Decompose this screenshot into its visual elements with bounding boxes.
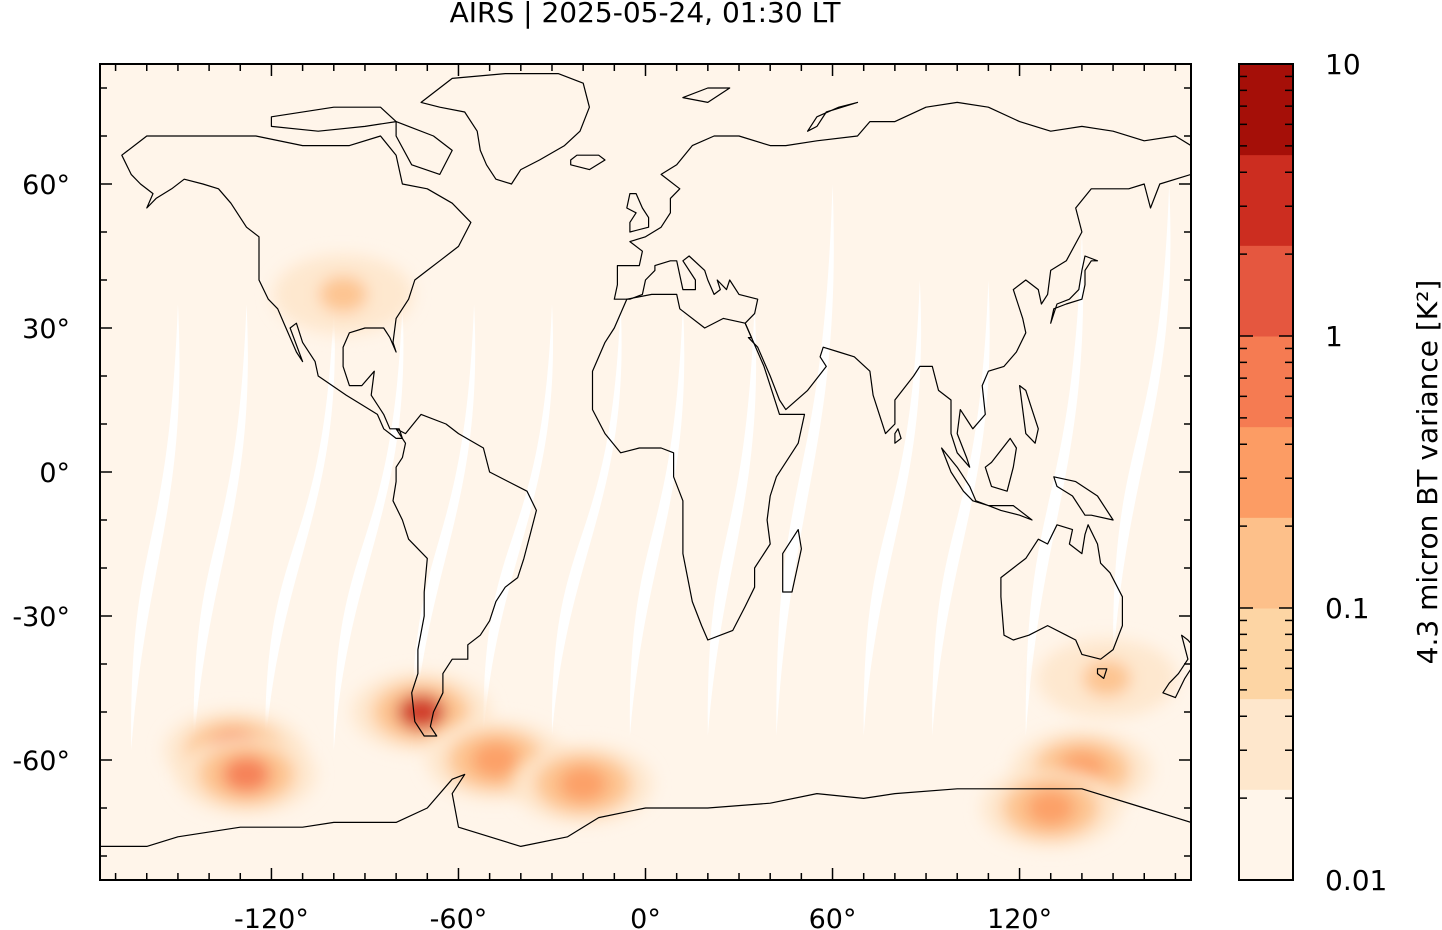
coastline-sri-lanka <box>894 428 902 444</box>
coastlines <box>100 73 1191 847</box>
coastline-new-zealand <box>1162 634 1191 699</box>
coastline-new-guinea <box>1053 476 1114 521</box>
coastline-australia <box>1000 524 1123 660</box>
coastline-south-america <box>392 413 537 737</box>
colorbar-tick-label-0: 10 <box>1325 48 1361 81</box>
colorbar-band-1 <box>1239 698 1293 790</box>
hotspot-8 <box>1036 638 1177 719</box>
coastline-philippines <box>1019 385 1039 444</box>
colorbar-band-8 <box>1239 64 1293 156</box>
swath-gap-2 <box>265 304 335 751</box>
coastline-svalbard <box>682 87 731 103</box>
swath-gap-7 <box>629 304 685 736</box>
x-tick-label-4: 120° <box>987 904 1052 930</box>
swath-gap-8 <box>707 304 757 736</box>
coastline-novaya-zemlya <box>807 101 859 132</box>
coastline-antarctica <box>100 773 1191 847</box>
swath-gap-3 <box>333 304 404 751</box>
swath-gap-11 <box>932 280 990 736</box>
hotspot-6 <box>980 768 1121 848</box>
colorbar-band-0 <box>1239 789 1293 881</box>
map-ticks: -120° -60° 0° 60° 120° 60° 30° 0° -30° -60° <box>12 64 1191 930</box>
hotspot-2 <box>176 734 317 815</box>
hotspot-4 <box>513 744 654 824</box>
map-plot-area: -120° -60° 0° 60° 120° 60° 30° 0° -30° -60° <box>12 63 1192 930</box>
x-tick-label-0: -120° <box>234 904 309 930</box>
coastline-tasmania <box>1096 668 1108 679</box>
colorbar-frame <box>1238 63 1294 881</box>
x-tick-label-2: 0° <box>630 904 661 930</box>
coastline-indonesia <box>941 447 1033 521</box>
y-tick-label-2: 0° <box>39 458 70 489</box>
swath-gap-10 <box>863 280 922 736</box>
hotspot-7 <box>273 254 414 335</box>
coastline-eurasia-africa <box>613 101 1191 468</box>
coastline-africa <box>591 293 806 641</box>
swath-gap-5 <box>483 304 554 736</box>
colorbar-tick-label-2: 0.1 <box>1325 592 1370 625</box>
colorbar-ticks: 10 1 0.1 0.01 <box>1239 48 1387 897</box>
colorbar: 10 1 0.1 0.01 4.3 micron BT variance [K²] <box>1238 48 1442 897</box>
swath-gap-1 <box>193 304 248 751</box>
y-tick-label-4: -60° <box>12 746 70 777</box>
swath-gap-12 <box>1025 232 1084 736</box>
x-tick-label-3: 60° <box>809 904 857 930</box>
swath-gap-9 <box>776 184 834 736</box>
colorbar-band-2 <box>1239 608 1293 700</box>
coastline-madagascar <box>782 529 802 593</box>
colorbar-tick-label-3: 0.01 <box>1325 864 1387 897</box>
coastline-japan <box>1050 255 1099 324</box>
colorbar-bands <box>1239 64 1293 881</box>
colorbar-tick-label-1: 1 <box>1325 320 1343 353</box>
y-tick-label-1: 30° <box>22 314 70 345</box>
coastline-arctic-islands <box>270 106 397 132</box>
coastline-baffin <box>395 121 453 175</box>
swath-gap-0 <box>131 304 180 751</box>
colorbar-band-6 <box>1239 245 1293 337</box>
x-tick-label-1: -60° <box>430 904 488 930</box>
swath-gap-6 <box>551 304 622 736</box>
coastline-borneo <box>984 437 1017 492</box>
map-title: AIRS | 2025-05-24, 01:30 LT <box>449 0 841 29</box>
swath-gaps <box>131 184 1171 751</box>
coastline-britain <box>626 193 650 233</box>
colorbar-band-5 <box>1239 336 1293 428</box>
y-tick-label-3: -30° <box>12 602 70 633</box>
colorbar-band-4 <box>1239 426 1293 518</box>
y-tick-label-0: 60° <box>22 170 70 201</box>
colorbar-label: 4.3 micron BT variance [K²] <box>1411 280 1442 665</box>
swath-gap-13 <box>1113 184 1171 664</box>
coastline-north-america <box>121 135 472 439</box>
colorbar-band-7 <box>1239 154 1293 246</box>
swath-gap-4 <box>411 304 476 751</box>
coastline-iceland <box>570 154 606 171</box>
colorbar-band-3 <box>1239 517 1293 609</box>
coastline-greenland <box>420 73 590 185</box>
